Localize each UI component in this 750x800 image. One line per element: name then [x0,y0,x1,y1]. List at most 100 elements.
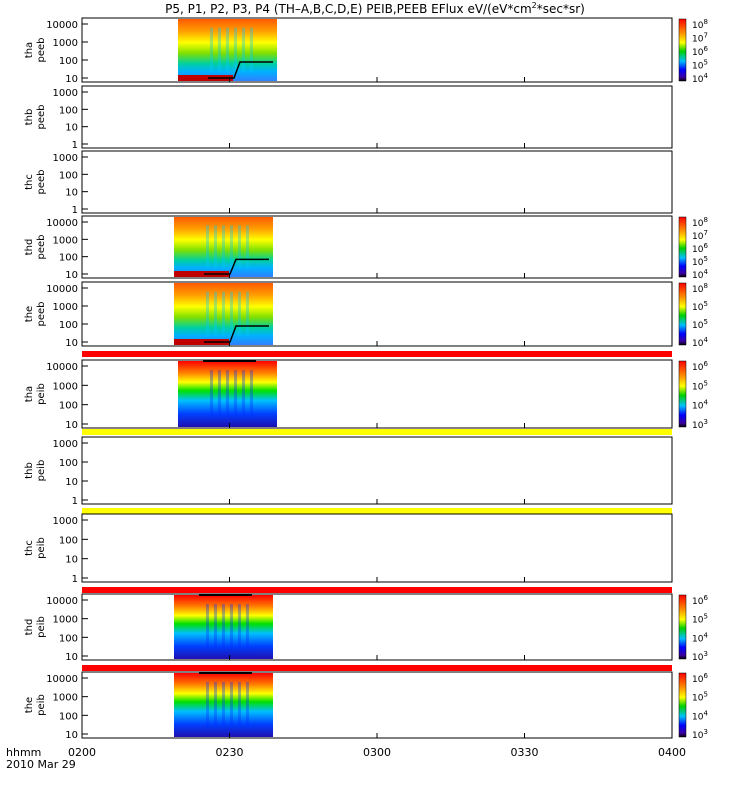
y-tick-label: 10000 [46,362,78,373]
spectrogram-streak [226,370,229,418]
y-tick-label: 10 [65,74,78,85]
colorbar-label: 107 [692,229,708,242]
spectrogram-streak [238,681,241,729]
panel-frame [81,17,673,83]
y-tick-label: 1 [72,205,78,216]
x-tick-label: 0400 [658,746,686,759]
y-tick-label: 1000 [53,235,78,246]
low-energy-band [174,271,229,277]
potential-line [204,258,269,275]
colorbar [678,672,687,738]
y-tick-label: 10 [65,270,78,281]
spectrogram [174,217,273,277]
y-tick-label: 1000 [53,516,78,527]
product-label: peib [36,383,47,405]
y-tick-label: 10000 [46,596,78,607]
spectrogram-streak [230,291,233,337]
y-tick-label: 10000 [46,218,78,229]
spectrogram [178,19,277,81]
time-label: hhmm [6,746,41,759]
colorbar-label: 103 [692,418,708,431]
potential-line [204,325,269,343]
spectrogram-streak [234,370,237,418]
low-energy-band [174,339,229,345]
spectrogram [174,673,273,737]
colorbar-label: 104 [692,399,708,412]
spectrogram-streak [230,681,233,729]
colorbar [678,594,687,660]
date-label: 2010 Mar 29 [6,758,76,771]
panel-thb-peib: 1000 100 10 1 thb peib [24,436,673,507]
panel-the-peib: 10000 1000 100 10 the peib 106 105 104 103 [24,671,708,741]
status-bar [82,429,672,435]
y-tick-label: 10 [65,555,78,566]
colorbar-label: 106 [692,45,708,58]
probe-label: the [24,306,35,322]
spectrogram-streak [230,225,233,269]
colorbar [678,216,687,278]
colorbar-label: 105 [692,318,708,331]
status-bar [82,587,672,593]
probe-label: tha [24,42,35,58]
colorbar [678,18,687,82]
colorbar-label: 106 [692,360,708,373]
product-label: peib [36,694,47,716]
spectrogram-streak [206,603,209,651]
y-tick-label: 100 [59,170,78,181]
colorbar-label: 105 [692,379,708,392]
colorbar-label: 104 [692,631,708,644]
spectrogram-streak [250,27,253,73]
panel-frame [81,85,673,149]
product-label: peib [36,537,47,559]
colorbar-label: 105 [692,613,708,626]
probe-label: tha [24,386,35,402]
colorbar-label: 104 [692,72,708,85]
colorbar-label: 107 [692,32,708,45]
probe-label: thb [24,109,35,126]
panel-frame [81,150,673,214]
panel-tha-peib: 10000 1000 100 10 tha peib 106 105 104 103 [24,359,708,431]
y-tick-label: 10000 [46,20,78,31]
y-tick-label: 100 [59,320,78,331]
panel-frame [81,359,673,429]
x-tick-label: 0230 [216,746,244,759]
y-tick-label: 100 [59,458,78,469]
status-bar [82,665,672,671]
spectrogram-streak [222,291,225,337]
y-tick-label: 1000 [53,38,78,49]
spectrogram-streak [238,225,241,269]
y-tick-label: 10 [65,188,78,199]
y-tick-label: 100 [59,633,78,644]
colorbar [678,282,687,346]
panel-thd-peib: 10000 1000 100 10 thd peib 106 105 104 103 [24,593,708,663]
colorbar-label: 104 [692,336,708,349]
y-tick-label: 100 [59,105,78,116]
spectrogram-streak [226,27,229,73]
colorbar-label: 108 [692,282,708,295]
colorbar-label: 103 [692,728,708,741]
y-tick-label: 1000 [53,615,78,626]
spectrogram-streak [210,370,213,418]
colorbar-label: 108 [692,216,708,229]
status-bar [82,508,672,514]
spectrogram-streak [210,27,213,73]
probe-label: thd [24,619,35,636]
y-tick-label: 1000 [53,153,78,164]
spectrogram-streak [246,225,249,269]
y-tick-label: 10 [65,652,78,663]
y-tick-label: 1 [72,140,78,151]
colorbar-label: 105 [692,691,708,704]
status-bar [82,351,672,357]
spectrogram-streak [230,603,233,651]
panel-frame [81,513,673,583]
spectrogram-streak [206,225,209,269]
colorbar-label: 105 [692,300,708,313]
spectrogram-streak [214,603,217,651]
panel-frame [81,436,673,505]
product-label: peeb [36,105,47,130]
y-tick-label: 1 [72,496,78,507]
panel-the-peeb: 10000 1000 100 10 the peeb 108 105 105 104 [24,281,708,349]
product-label: peeb [36,235,47,260]
y-tick-label: 100 [59,401,78,412]
